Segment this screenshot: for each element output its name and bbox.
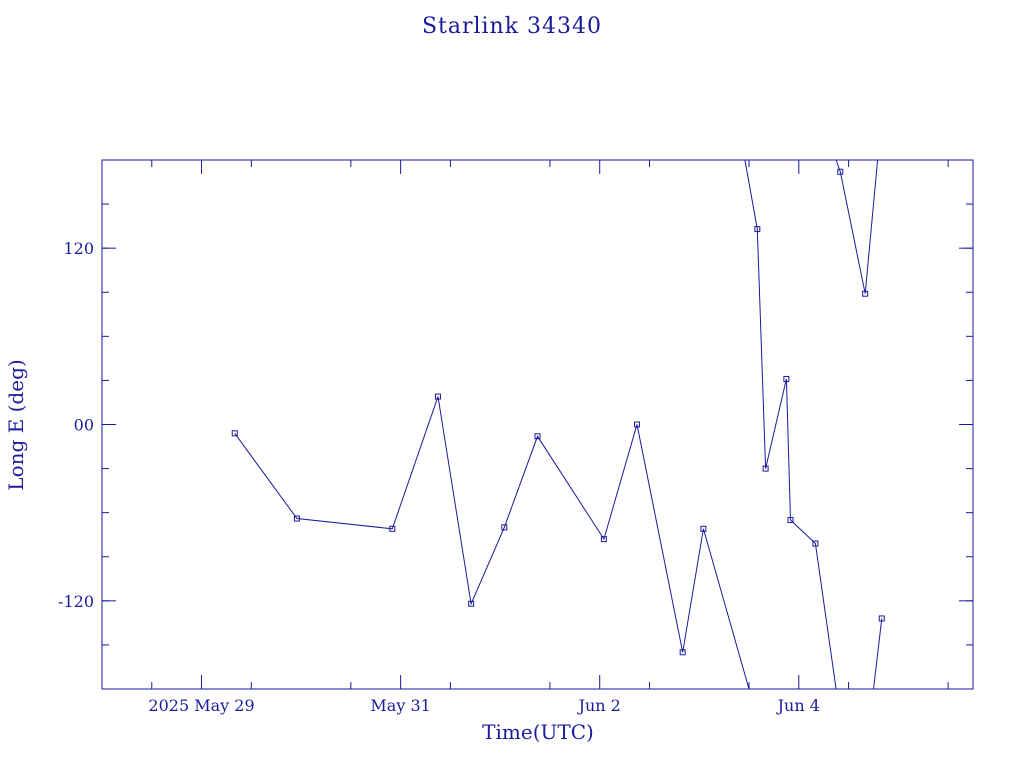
data-point	[468, 600, 475, 607]
data-point	[762, 465, 769, 472]
x-axis-label: Time(UTC)	[482, 720, 594, 744]
data-point	[634, 421, 641, 428]
y-tick-label: 120	[63, 239, 94, 258]
data-point	[837, 168, 844, 175]
data-point	[434, 393, 441, 400]
series-line	[234, 396, 750, 690]
series-line	[873, 618, 883, 690]
chart-title: Starlink 34340	[421, 14, 603, 39]
x-tick-label: Jun 4	[776, 696, 820, 715]
data-point	[389, 525, 396, 532]
data-point	[501, 524, 508, 531]
data-point	[700, 525, 707, 532]
data-point	[783, 375, 790, 382]
plot-frame	[101, 159, 974, 690]
series-line	[744, 159, 837, 690]
x-tick-label: May 31	[370, 696, 430, 715]
data-point	[787, 517, 794, 524]
data-point	[231, 430, 238, 437]
y-axis-label: Long E (deg)	[4, 359, 28, 490]
data-point	[812, 540, 819, 547]
x-tick-label: Jun 2	[577, 696, 621, 715]
labels-layer: 2025 May 29 May 31 Jun 2 Jun 4 120 00 -120	[58, 239, 820, 715]
data-point	[754, 226, 761, 233]
series-layer	[231, 159, 885, 690]
data-point	[600, 536, 607, 543]
series-line	[835, 159, 879, 294]
data-point	[878, 615, 885, 622]
y-tick-label: -120	[58, 592, 94, 611]
data-point	[862, 290, 869, 297]
data-point	[679, 649, 686, 656]
x-tick-label: 2025 May 29	[148, 696, 254, 715]
data-point	[293, 515, 300, 522]
data-point	[534, 433, 541, 440]
y-tick-label: 00	[74, 416, 94, 435]
ticks-layer	[102, 160, 973, 689]
